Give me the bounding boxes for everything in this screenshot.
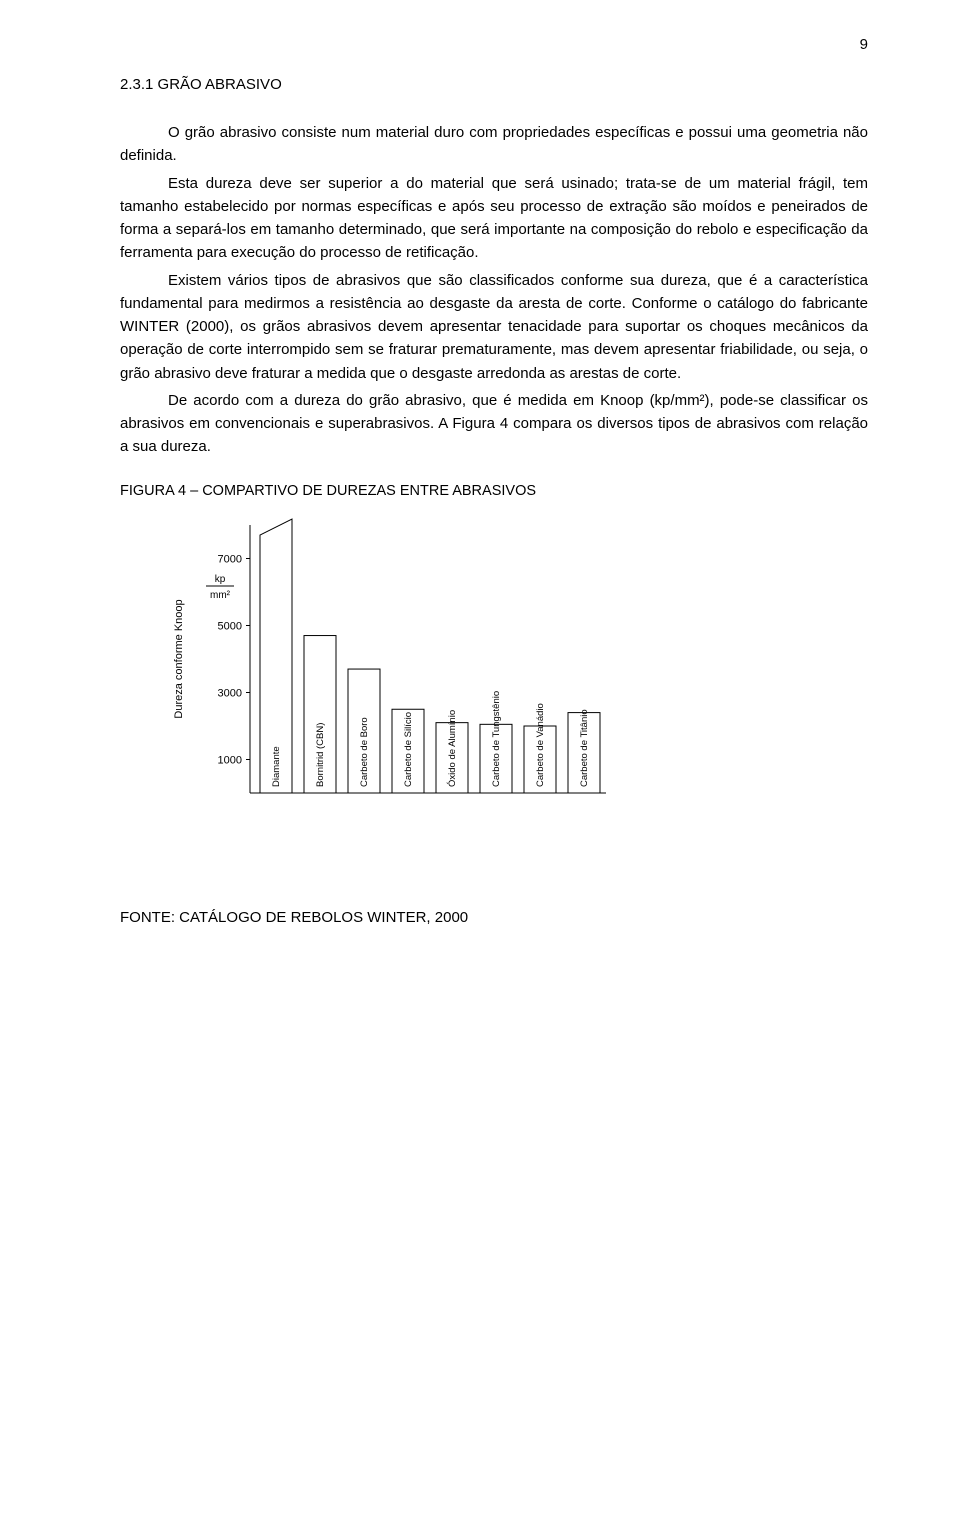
page-number: 9 (860, 36, 868, 53)
svg-text:Óxido de Alumínio: Óxido de Alumínio (447, 709, 458, 786)
svg-text:Dureza conforme Knoop: Dureza conforme Knoop (173, 599, 185, 718)
section-heading: 2.3.1 GRÃO ABRASIVO (120, 76, 868, 93)
paragraph-2: Esta dureza deve ser superior a do mater… (120, 172, 868, 265)
svg-text:Carbeto de Silício: Carbeto de Silício (403, 712, 414, 787)
svg-text:7000: 7000 (218, 553, 242, 565)
svg-text:Carbeto de Tungstênio: Carbeto de Tungstênio (491, 690, 502, 786)
svg-text:Diamante: Diamante (271, 746, 282, 787)
paragraph-3: Existem vários tipos de abrasivos que sã… (120, 269, 868, 385)
svg-text:kp: kp (215, 573, 226, 584)
chart-svg: 1000 3000 5000 7000 kp mm² Dureza conforme Kno… (164, 513, 664, 903)
paragraph-1: O grão abrasivo consiste num material du… (120, 121, 868, 168)
svg-text:Bornitrid (CBN): Bornitrid (CBN) (315, 722, 326, 786)
figure-source: FONTE: CATÁLOGO DE REBOLOS WINTER, 2000 (120, 909, 868, 926)
svg-text:5000: 5000 (218, 620, 242, 632)
svg-text:Carbeto de Boro: Carbeto de Boro (359, 717, 370, 787)
svg-text:Carbeto de Titânio: Carbeto de Titânio (579, 709, 590, 787)
hardness-bar-chart: 1000 3000 5000 7000 kp mm² Dureza conforme Kno… (164, 513, 868, 903)
svg-text:1000: 1000 (218, 754, 242, 766)
paragraph-4: De acordo com a dureza do grão abrasivo,… (120, 389, 868, 459)
svg-text:3000: 3000 (218, 687, 242, 699)
document-page: 9 2.3.1 GRÃO ABRASIVO O grão abrasivo co… (0, 0, 960, 1520)
svg-text:mm²: mm² (210, 589, 231, 600)
figure-caption: FIGURA 4 – COMPARTIVO DE DUREZAS ENTRE A… (120, 483, 868, 499)
svg-text:Carbeto de Vanádio: Carbeto de Vanádio (535, 703, 546, 787)
